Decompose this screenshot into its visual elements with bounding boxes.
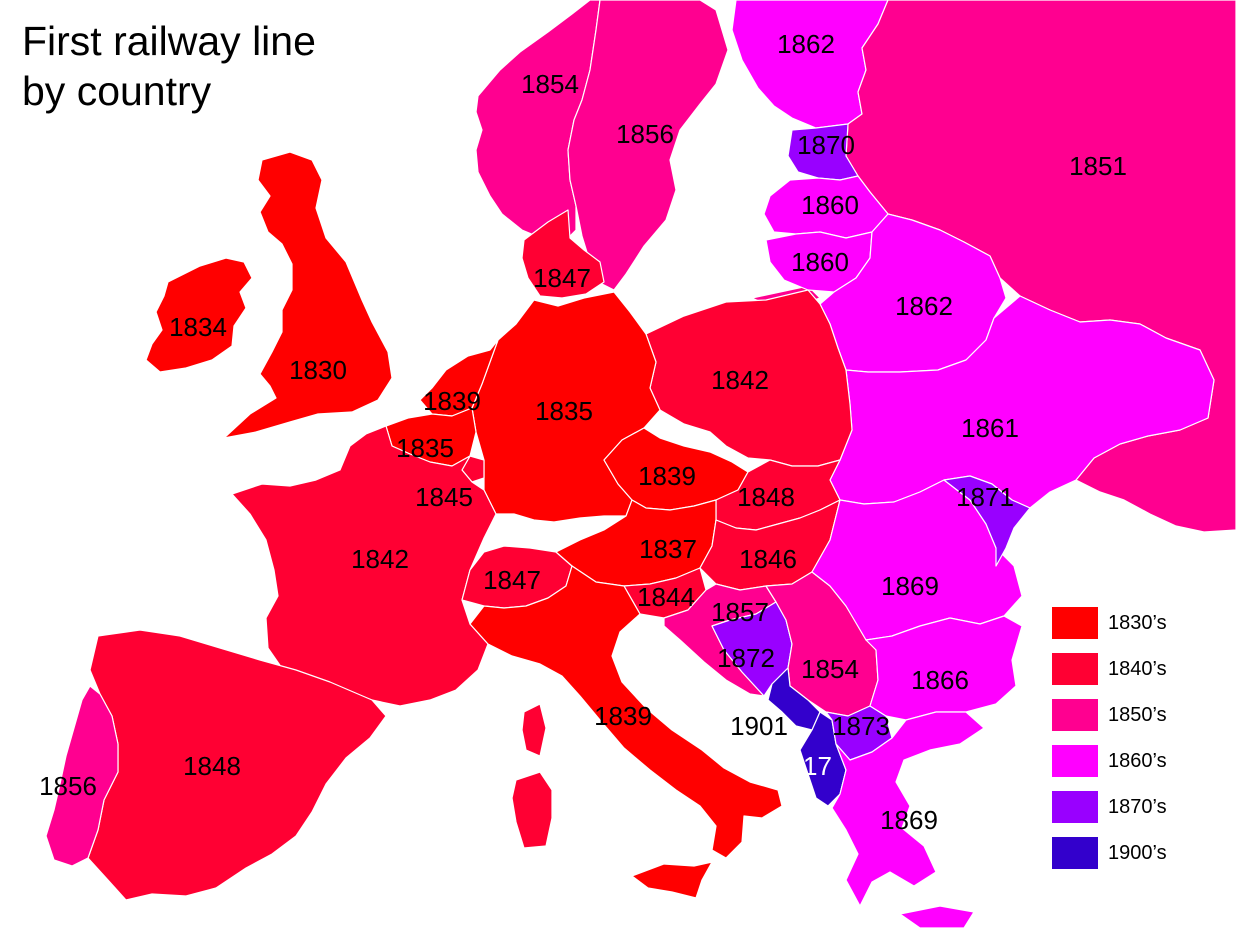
legend-swatch xyxy=(1052,699,1098,731)
label-serbia: 1854 xyxy=(801,654,859,684)
country-sweden xyxy=(567,0,729,291)
label-bulgaria: 1866 xyxy=(911,665,969,695)
map-title: First railway line by country xyxy=(22,16,316,116)
label-switzerland: 1847 xyxy=(483,565,541,595)
label-finland: 1862 xyxy=(777,29,835,59)
label-belgium: 1835 xyxy=(396,433,454,463)
label-hungary: 1846 xyxy=(739,544,797,574)
label-sweden: 1856 xyxy=(616,119,674,149)
legend-label: 1870’s xyxy=(1108,795,1167,818)
legend-swatch xyxy=(1052,653,1098,685)
legend-item: 1830’s xyxy=(1052,600,1167,646)
label-denmark: 1847 xyxy=(533,263,591,293)
country-ireland xyxy=(145,257,253,373)
label-portugal: 1856 xyxy=(39,771,97,801)
label-romania: 1869 xyxy=(881,571,939,601)
legend-item: 1840’s xyxy=(1052,646,1167,692)
map-title-line-2: by country xyxy=(22,68,212,114)
label-estonia: 1870 xyxy=(797,130,855,160)
label-russia: 1851 xyxy=(1069,151,1127,181)
label-montenegro: 1901 xyxy=(730,711,788,741)
label-poland: 1842 xyxy=(711,365,769,395)
legend-label: 1850’s xyxy=(1108,703,1167,726)
country-bulgaria xyxy=(865,615,1023,721)
legend-swatch xyxy=(1052,607,1098,639)
legend-label: 1860’s xyxy=(1108,749,1167,772)
legend-swatch xyxy=(1052,791,1098,823)
label-belarus: 1862 xyxy=(895,291,953,321)
label-italy: 1839 xyxy=(594,701,652,731)
legend-item: 1870’s xyxy=(1052,784,1167,830)
label-north-macedonia: 1873 xyxy=(832,711,890,741)
country-denmark xyxy=(521,209,605,299)
map-title-line-1: First railway line xyxy=(22,18,316,64)
country-portugal xyxy=(45,685,119,867)
country-sicily xyxy=(631,861,713,899)
label-bosnia: 1872 xyxy=(717,643,775,673)
label-germany: 1835 xyxy=(535,396,593,426)
legend-label: 1900’s xyxy=(1108,841,1167,864)
legend-label: 1830’s xyxy=(1108,611,1167,634)
country-romania xyxy=(811,479,1023,641)
legend-item: 1900’s xyxy=(1052,830,1167,876)
country-greece xyxy=(831,711,985,929)
label-slovakia: 1848 xyxy=(737,482,795,512)
label-spain: 1848 xyxy=(183,751,241,781)
label-croatia: 1857 xyxy=(711,597,769,627)
legend: 1830’s 1840’s 1850’s 1860’s 1870’s 1900’… xyxy=(1052,600,1167,876)
label-great-britain: 1830 xyxy=(289,355,347,385)
label-france: 1842 xyxy=(351,544,409,574)
legend-swatch xyxy=(1052,745,1098,777)
label-lithuania: 1860 xyxy=(791,247,849,277)
country-netherlands xyxy=(419,339,499,417)
label-slovenia: 1844 xyxy=(637,582,695,612)
legend-item: 1860’s xyxy=(1052,738,1167,784)
legend-item: 1850’s xyxy=(1052,692,1167,738)
legend-label: 1840’s xyxy=(1108,657,1167,680)
label-moldova: 1871 xyxy=(956,482,1014,512)
label-ireland: 1834 xyxy=(169,312,227,342)
label-albania: 1917 xyxy=(774,751,832,781)
country-corsica xyxy=(521,703,547,757)
label-ukraine: 1861 xyxy=(961,413,1019,443)
country-italy xyxy=(469,565,783,859)
label-czechia: 1839 xyxy=(638,461,696,491)
label-austria: 1837 xyxy=(639,534,697,564)
country-great-britain xyxy=(223,151,393,439)
label-luxembourg: 1845 xyxy=(415,482,473,512)
label-greece: 1869 xyxy=(880,805,938,835)
label-norway: 1854 xyxy=(521,69,579,99)
legend-swatch xyxy=(1052,837,1098,869)
country-france xyxy=(231,425,497,707)
country-sardinia xyxy=(511,771,553,849)
label-latvia: 1860 xyxy=(801,190,859,220)
label-netherlands: 1839 xyxy=(423,386,481,416)
country-moldova xyxy=(943,475,1031,567)
year-labels: 1854 1856 1862 1870 1851 1860 1860 1862 … xyxy=(39,29,1127,835)
